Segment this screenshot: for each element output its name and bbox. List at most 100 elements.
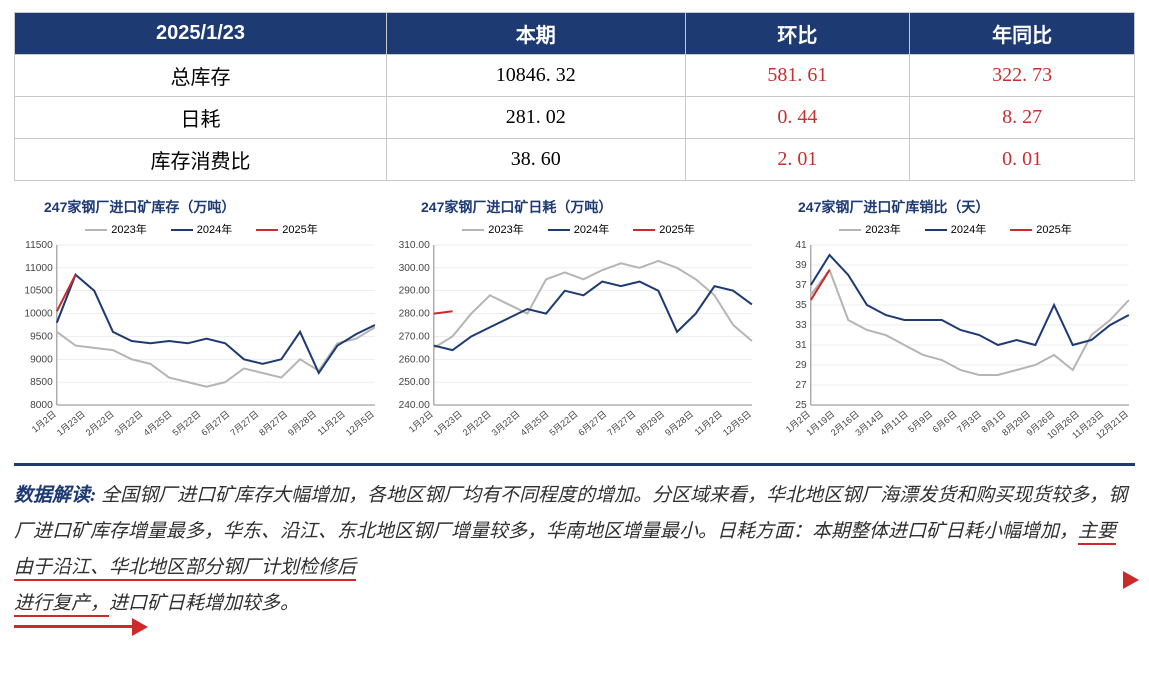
legend-item: 2024年 — [917, 221, 986, 237]
svg-text:1月23日: 1月23日 — [432, 409, 464, 438]
table-row: 库存消费比38. 602. 010. 01 — [15, 139, 1135, 181]
svg-text:29: 29 — [795, 360, 807, 371]
summary-table: 2025/1/23本期环比年同比 总库存10846. 32581. 61322.… — [14, 12, 1135, 181]
svg-text:1月2日: 1月2日 — [407, 409, 435, 435]
cell: 0. 44 — [685, 97, 910, 139]
svg-text:33: 33 — [795, 320, 807, 331]
legend: 2023年 2024年 2025年 — [768, 221, 1135, 237]
interp-segment: 进口矿日耗增加较多。 — [109, 593, 299, 614]
interp-segment: 进行复产， — [14, 593, 109, 617]
col-header: 环比 — [685, 13, 910, 55]
cell: 281. 02 — [387, 97, 685, 139]
cell: 2. 01 — [685, 139, 910, 181]
legend-item: 2025年 — [1002, 221, 1071, 237]
legend-item: 2024年 — [163, 221, 232, 237]
svg-text:280.00: 280.00 — [399, 309, 431, 320]
legend-item: 2023年 — [77, 221, 146, 237]
svg-text:2月22日: 2月22日 — [84, 409, 116, 438]
svg-text:6月27日: 6月27日 — [576, 409, 608, 438]
cell: 10846. 32 — [387, 55, 685, 97]
col-header: 本期 — [387, 13, 685, 55]
chart: 247家钢厂进口矿库销比（天）2023年2024年2025年2527293133… — [768, 197, 1135, 439]
svg-text:250.00: 250.00 — [399, 377, 431, 388]
svg-text:6月6日: 6月6日 — [931, 409, 959, 435]
interp-header: 数据解读: — [14, 485, 96, 506]
svg-text:5月9日: 5月9日 — [906, 409, 934, 435]
interp-body: 全国钢厂进口矿库存大幅增加，各地区钢厂均有不同程度的增加。分区域来看，华北地区钢… — [14, 485, 1127, 617]
svg-text:5月22日: 5月22日 — [547, 409, 579, 438]
red-arrow-bottom-icon — [14, 625, 134, 628]
svg-text:12月5日: 12月5日 — [344, 409, 376, 438]
col-header: 2025/1/23 — [15, 13, 387, 55]
svg-text:3月22日: 3月22日 — [113, 409, 145, 438]
interp-segment: 全国钢厂进口矿库存大幅增加，各地区钢厂均有不同程度的增加。分区域来看，华北地区钢… — [14, 485, 1127, 542]
chart: 247家钢厂进口矿库存（万吨）2023年2024年2025年8000850090… — [14, 197, 381, 439]
svg-text:8500: 8500 — [30, 377, 53, 388]
svg-text:10500: 10500 — [24, 286, 53, 297]
svg-text:11500: 11500 — [25, 240, 53, 251]
svg-text:1月23日: 1月23日 — [55, 409, 87, 438]
cell: 581. 61 — [685, 55, 910, 97]
svg-text:7月3日: 7月3日 — [955, 409, 983, 435]
svg-text:1月2日: 1月2日 — [30, 409, 58, 435]
svg-text:8月29日: 8月29日 — [634, 409, 666, 438]
cell: 322. 73 — [910, 55, 1135, 97]
svg-text:6月27日: 6月27日 — [199, 409, 231, 438]
svg-text:31: 31 — [795, 340, 807, 351]
legend: 2023年 2024年 2025年 — [391, 221, 758, 237]
svg-text:27: 27 — [795, 380, 807, 391]
svg-text:41: 41 — [795, 240, 807, 251]
svg-text:9000: 9000 — [30, 354, 53, 365]
svg-text:9月28日: 9月28日 — [663, 409, 695, 438]
charts-row: 247家钢厂进口矿库存（万吨）2023年2024年2025年8000850090… — [14, 197, 1135, 439]
chart-title: 247家钢厂进口矿库存（万吨） — [44, 197, 381, 217]
svg-text:270.00: 270.00 — [399, 332, 431, 343]
row-label: 库存消费比 — [15, 139, 387, 181]
chart: 247家钢厂进口矿日耗（万吨） 2023年 2024年 2025年 240.00 250.… — [391, 197, 758, 439]
red-arrow-right-icon — [1123, 571, 1139, 589]
legend-item: 2023年 — [454, 221, 523, 237]
svg-text:7月27日: 7月27日 — [605, 409, 637, 438]
svg-text:39: 39 — [795, 260, 807, 271]
svg-text:2月22日: 2月22日 — [461, 409, 493, 438]
svg-text:260.00: 260.00 — [399, 354, 431, 365]
plot-area: 8000850090009500100001050011000115001月2日… — [14, 239, 381, 439]
row-label: 总库存 — [15, 55, 387, 97]
svg-text:12月5日: 12月5日 — [721, 409, 753, 438]
legend-item: 2025年 — [248, 221, 317, 237]
interpretation-block: 数据解读: 全国钢厂进口矿库存大幅增加，各地区钢厂均有不同程度的增加。分区域来看… — [14, 478, 1135, 622]
svg-text:290.00: 290.00 — [399, 286, 431, 297]
cell: 8. 27 — [910, 97, 1135, 139]
svg-text:3月22日: 3月22日 — [490, 409, 522, 438]
legend-item: 2024年 — [540, 221, 609, 237]
svg-text:4月25日: 4月25日 — [142, 409, 174, 438]
cell: 38. 60 — [387, 139, 685, 181]
svg-text:11月2日: 11月2日 — [316, 409, 348, 437]
svg-text:7月27日: 7月27日 — [228, 409, 260, 438]
table-row: 总库存10846. 32581. 61322. 73 — [15, 55, 1135, 97]
svg-text:9500: 9500 — [30, 332, 53, 343]
svg-text:300.00: 300.00 — [399, 263, 431, 274]
legend-item: 2025年 — [625, 221, 694, 237]
svg-text:240.00: 240.00 — [399, 400, 431, 411]
cell: 0. 01 — [910, 139, 1135, 181]
svg-text:310.00: 310.00 — [399, 240, 431, 251]
svg-text:35: 35 — [795, 300, 807, 311]
section-divider — [14, 463, 1135, 466]
table-row: 日耗281. 020. 448. 27 — [15, 97, 1135, 139]
col-header: 年同比 — [910, 13, 1135, 55]
svg-text:5月22日: 5月22日 — [170, 409, 202, 438]
legend-item: 2023年 — [831, 221, 900, 237]
svg-text:4月11日: 4月11日 — [878, 409, 910, 437]
svg-text:8月27日: 8月27日 — [257, 409, 289, 438]
plot-area: 240.00 250.00 260.00 270.00 280.00 290.00 300.… — [391, 239, 758, 439]
svg-text:11月2日: 11月2日 — [693, 409, 725, 437]
svg-text:37: 37 — [795, 280, 807, 291]
chart-title: 247家钢厂进口矿库销比（天） — [798, 197, 1135, 217]
chart-title: 247家钢厂进口矿日耗（万吨） — [421, 197, 758, 217]
svg-text:11000: 11000 — [25, 263, 53, 274]
svg-text:4月25日: 4月25日 — [519, 409, 551, 438]
svg-text:10000: 10000 — [24, 309, 53, 320]
row-label: 日耗 — [15, 97, 387, 139]
legend: 2023年 2024年 2025年 — [14, 221, 381, 237]
